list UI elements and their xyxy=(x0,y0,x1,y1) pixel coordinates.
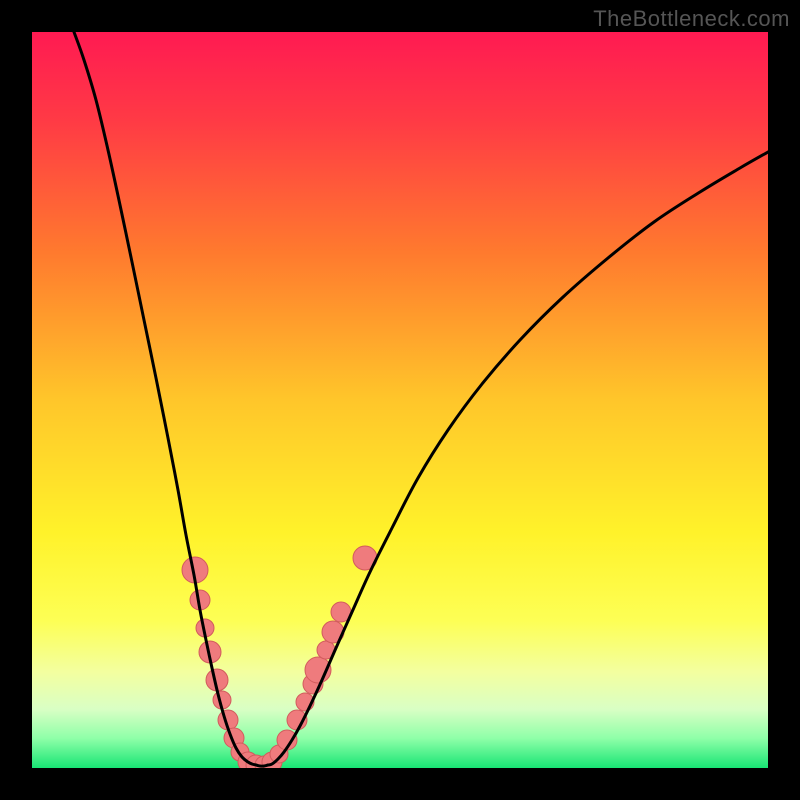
chart-canvas: TheBottleneck.com xyxy=(0,0,800,800)
bottleneck-chart xyxy=(0,0,800,800)
gradient-background xyxy=(32,32,768,768)
watermark-text: TheBottleneck.com xyxy=(593,6,790,32)
